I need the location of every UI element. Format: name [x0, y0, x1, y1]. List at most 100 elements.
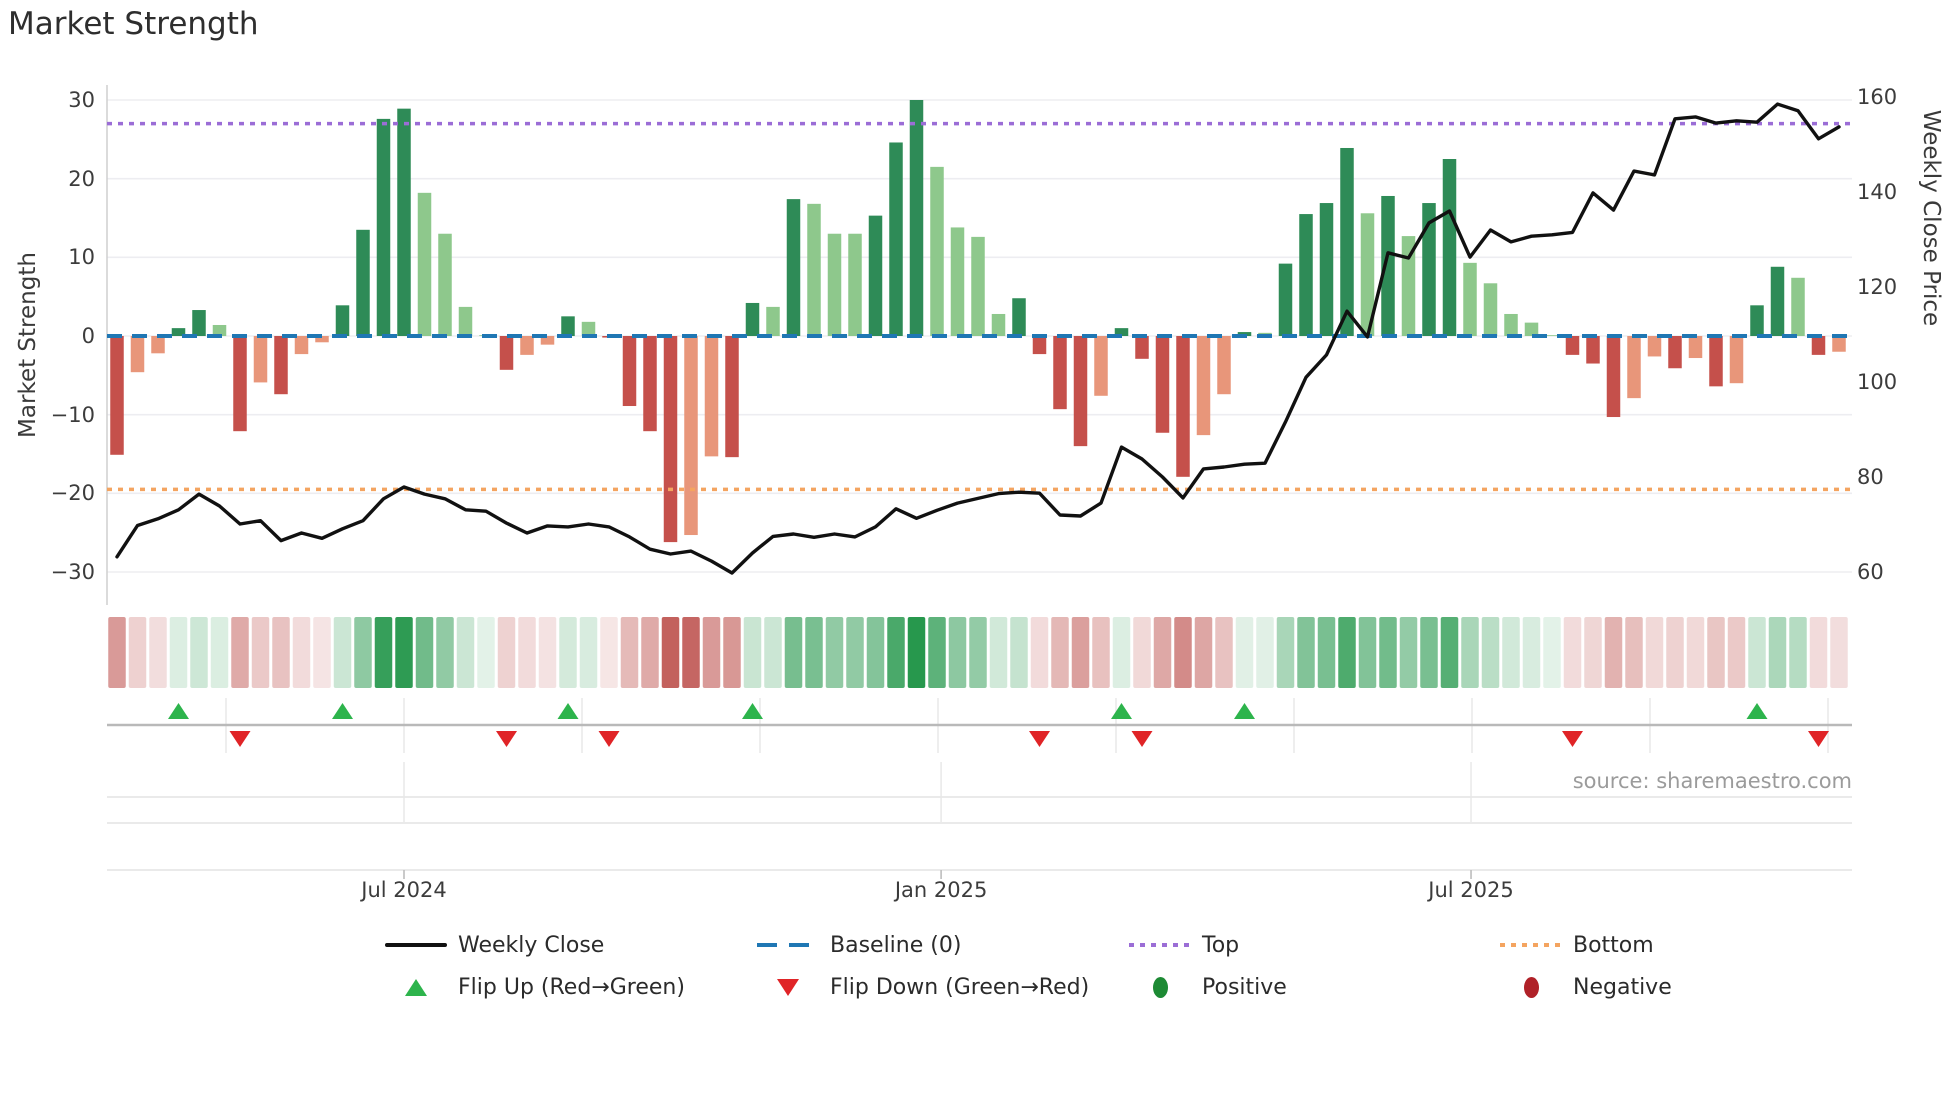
strength-bar: [1770, 266, 1785, 336]
heatmap-cell: [1625, 617, 1643, 688]
strength-bar: [1565, 336, 1580, 355]
y-axis-label-right: Weekly Close Price: [1918, 109, 1944, 327]
y-left-tick-label: −10: [50, 402, 95, 427]
heatmap-cell: [682, 617, 700, 688]
heatmap-cell: [149, 617, 167, 688]
strength-bar: [827, 233, 842, 336]
heatmap-cell: [1666, 617, 1684, 688]
heatmap-cell: [1358, 617, 1377, 688]
heatmap-cell: [1215, 617, 1233, 688]
page-title: Market Strength: [8, 6, 259, 42]
flip-down-marker: [1808, 731, 1829, 747]
weekly-close-line: [115, 102, 1841, 575]
heatmap-cell: [620, 617, 639, 688]
flip-down-marker: [598, 731, 620, 747]
strength-bar: [274, 336, 288, 395]
strength-bar: [725, 336, 739, 458]
heatmap-cell: [231, 617, 249, 688]
legend-label: Flip Up (Red→Green): [458, 974, 685, 1000]
legend-item-bottom: Bottom: [1500, 930, 1654, 960]
heatmap-cell: [1051, 617, 1069, 688]
y-left-tick-label: −20: [50, 481, 95, 506]
strength-bar: [909, 99, 924, 337]
strength-bar: [1709, 336, 1723, 387]
heatmap-cell: [1174, 617, 1192, 688]
heatmap-cell: [518, 617, 536, 688]
heatmap-cell: [436, 617, 454, 688]
heatmap-cell: [805, 617, 823, 688]
heatmap-cell: [292, 617, 311, 688]
heatmap-cell: [1297, 617, 1315, 688]
heatmap-cell: [764, 617, 782, 688]
heatmap-cell: [1112, 617, 1131, 688]
strength-bar: [971, 236, 985, 336]
flip-up-marker: [332, 703, 353, 719]
heatmap-cell: [169, 617, 188, 688]
strength-bar: [745, 302, 760, 336]
heatmap-cell: [1092, 617, 1110, 688]
x-tick-label: Jul 2024: [361, 878, 447, 902]
heatmap-cell: [1010, 617, 1028, 688]
x-tick-label: Jul 2025: [1428, 878, 1514, 902]
flip-up-marker: [557, 703, 579, 719]
y-left-tick-label: 30: [68, 87, 95, 112]
heatmap-cell: [374, 617, 393, 688]
heatmap-cell: [128, 617, 147, 688]
heatmap-cell: [210, 617, 229, 688]
strength-bar: [561, 316, 575, 336]
heatmap-cell: [1399, 617, 1418, 688]
strength-bar: [1053, 336, 1067, 410]
strength-bar: [171, 328, 186, 336]
y-right-tick-label: 60: [1857, 560, 1884, 584]
strength-bar: [1545, 335, 1559, 337]
heatmap-cell: [948, 617, 967, 688]
positive-dot-icon: [1129, 972, 1191, 1002]
y-left-tick-label: 20: [68, 166, 95, 191]
strength-bar: [540, 336, 555, 345]
strength-bar: [1647, 336, 1662, 357]
strength-bar: [1442, 158, 1457, 336]
heatmap-cell: [354, 617, 372, 688]
flip-up-marker: [742, 703, 763, 719]
legend-item-flip-down: Flip Down (Green→Red): [757, 972, 1089, 1002]
flip-up-marker: [1746, 703, 1768, 719]
heatmap-cell: [1768, 617, 1787, 688]
legend-label: Positive: [1202, 974, 1287, 1000]
flip-up-marker: [168, 703, 189, 719]
baseline-dash-icon: [757, 930, 819, 960]
heatmap-cell: [1727, 617, 1746, 688]
strength-bar: [581, 321, 596, 336]
strength-bar: [1094, 336, 1108, 396]
strength-bar: [1401, 236, 1416, 336]
strength-bar: [1381, 195, 1395, 336]
heatmap-cell: [497, 617, 516, 688]
heatmap-cell: [251, 617, 270, 688]
top-dotted-line-icon: [1129, 930, 1191, 960]
flip-up-triangle-icon: [385, 972, 447, 1002]
heatmap-cell: [661, 617, 680, 688]
heatmap-cell: [1789, 617, 1807, 688]
source-credit: source: sharemaestro.com: [1572, 769, 1852, 793]
heatmap-cell: [1543, 617, 1561, 688]
heatmap-cell: [559, 617, 577, 688]
strength-bar: [1422, 203, 1436, 336]
strength-bar: [684, 336, 698, 536]
y-left-tick-label: −30: [50, 560, 95, 584]
heatmap-cell: [989, 617, 1008, 688]
strength-bar: [294, 336, 309, 355]
heatmap-cell: [1461, 617, 1479, 688]
legend-item-baseline: Baseline (0): [757, 930, 961, 960]
y-left-tick-label: 10: [68, 245, 95, 270]
strength-bar: [110, 336, 124, 455]
strength-bar: [1750, 305, 1764, 336]
heatmap-cell: [928, 617, 946, 688]
strength-bar: [1463, 262, 1477, 336]
strength-bar: [376, 118, 391, 336]
strength-bar: [1668, 336, 1682, 369]
heatmap-cell: [846, 617, 864, 688]
heatmap-cell: [907, 617, 926, 688]
heatmap-cell: [702, 617, 721, 688]
strength-bar: [397, 108, 411, 336]
weekly-close-line-icon: [385, 930, 447, 960]
